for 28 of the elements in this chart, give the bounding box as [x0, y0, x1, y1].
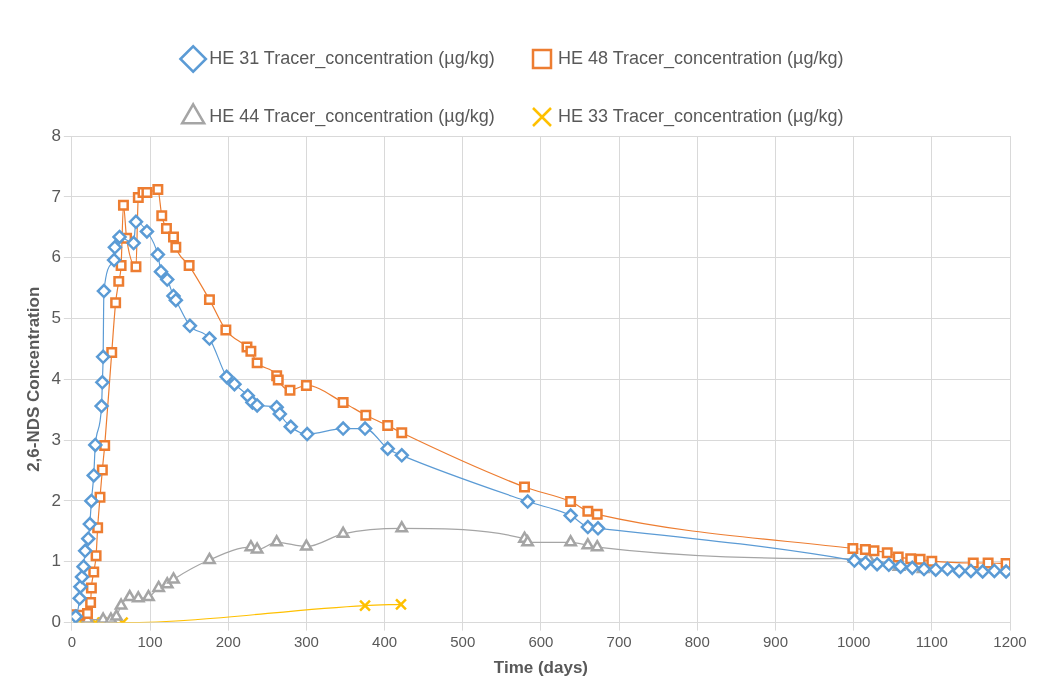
y-tick-label: 8: [51, 125, 61, 145]
legend-label: HE 48 Tracer_concentration (µg/kg): [558, 47, 844, 69]
y-tick-label: 6: [51, 247, 61, 267]
y-tick-label: 1: [51, 551, 61, 571]
legend-label: HE 33 Tracer_concentration (µg/kg): [558, 105, 844, 127]
x-tick-label: 0: [67, 632, 77, 650]
y-tick-label: 4: [51, 368, 61, 388]
x-axis-title: Time (days): [493, 658, 589, 678]
y-tick-label: 7: [51, 186, 61, 206]
x-tick-label: 500: [450, 632, 476, 650]
x-tick-label: 1000: [836, 632, 871, 650]
x-tick-label: 200: [215, 632, 241, 650]
y-axis-title: 2,6-NDS Concentration: [23, 286, 43, 472]
x-tick-label: 400: [372, 632, 398, 650]
x-tick-label: 800: [684, 632, 710, 650]
x-tick-label: 600: [528, 632, 554, 650]
x-tick-label: 300: [293, 632, 319, 650]
x-tick-label: 1200: [993, 632, 1027, 650]
x-tick-label: 900: [762, 632, 788, 650]
y-tick-label: 5: [51, 308, 61, 328]
x-tick-label: 1100: [915, 632, 948, 650]
y-tick-label: 2: [51, 490, 61, 510]
legend-label: HE 31 Tracer_concentration (µg/kg): [209, 47, 495, 69]
x-tick-label: 100: [137, 632, 163, 650]
y-tick-label: 3: [51, 429, 61, 449]
y-tick-label: 0: [51, 612, 61, 632]
legend-label: HE 44 Tracer_concentration (µg/kg): [209, 105, 495, 127]
x-tick-label: 700: [606, 632, 632, 650]
